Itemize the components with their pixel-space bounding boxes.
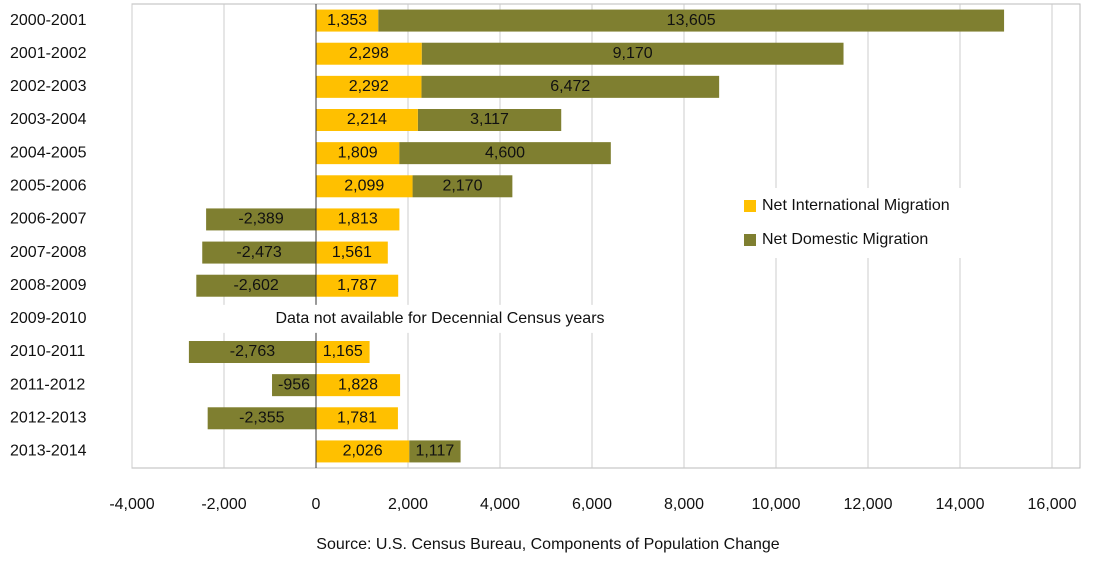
value-label: 3,117: [470, 111, 509, 128]
value-label: 2,292: [349, 78, 389, 95]
bar: [316, 9, 379, 32]
bar: [316, 341, 370, 363]
x-tick-label: 6,000: [572, 496, 612, 513]
bar: [399, 142, 611, 165]
y-tick-label: 2003-2004: [10, 111, 87, 128]
bar: [207, 407, 316, 430]
y-tick-label: 2000-2001: [10, 12, 87, 29]
y-tick-label: 2011-2012: [10, 376, 85, 393]
bar: [316, 407, 398, 430]
x-tick-label: 16,000: [1028, 496, 1077, 513]
bar: [316, 274, 399, 297]
bar: [206, 208, 316, 231]
bar: [409, 440, 461, 463]
value-label: 1,561: [332, 244, 372, 261]
value-label: 1,353: [327, 12, 367, 29]
y-tick-label: 2010-2011: [10, 343, 85, 360]
value-label: 1,787: [337, 277, 377, 294]
bar: [316, 42, 422, 65]
value-label: 2,170: [442, 178, 482, 195]
y-tick-label: 2001-2002: [10, 45, 87, 62]
x-tick-label: 2,000: [388, 496, 428, 513]
value-label: 1,165: [323, 343, 363, 360]
x-tick-label: 10,000: [752, 496, 801, 513]
x-tick-label: -4,000: [109, 496, 154, 513]
value-label: 2,298: [349, 45, 389, 62]
y-tick-label: 2008-2009: [10, 277, 87, 294]
bar: [202, 241, 316, 264]
y-tick-label: 2002-2003: [10, 78, 87, 95]
y-tick-label: 2006-2007: [10, 211, 87, 228]
value-label: -2,602: [233, 277, 278, 294]
bar: [316, 374, 401, 397]
y-tick-label: 2012-2013: [10, 410, 87, 427]
x-tick-label: 12,000: [844, 496, 893, 513]
y-tick-label: 2009-2010: [10, 310, 87, 327]
bar: [316, 241, 388, 264]
legend-swatch: [744, 200, 756, 212]
value-label: -2,355: [239, 410, 284, 427]
bar: [272, 374, 316, 397]
x-tick-label: 0: [312, 496, 321, 513]
bar: [421, 42, 844, 65]
bar: [417, 109, 562, 131]
bar: [421, 75, 720, 98]
bar: [316, 208, 400, 231]
value-label: 4,600: [485, 144, 525, 161]
y-tick-label: 2004-2005: [10, 144, 87, 161]
source: Source: U.S. Census Bureau, Components o…: [316, 536, 779, 553]
bar: [196, 274, 316, 297]
bar: [188, 341, 316, 363]
bar: [378, 9, 1005, 32]
value-label: 2,214: [347, 111, 387, 128]
value-label: 1,828: [338, 376, 378, 393]
legend-bg: [730, 188, 1030, 258]
value-label: 1,781: [337, 410, 377, 427]
x-tick-label: 14,000: [936, 496, 985, 513]
value-label: -956: [278, 376, 310, 393]
bar: [412, 175, 513, 198]
value-label: 6,472: [550, 78, 590, 95]
x-tick-label: 8,000: [664, 496, 704, 513]
y-tick-label: 2005-2006: [10, 178, 87, 195]
value-label: 2,099: [344, 178, 384, 195]
y-tick-label: 2013-2014: [10, 443, 87, 460]
bar: [316, 440, 410, 463]
legend-label: Net International Migration: [762, 197, 950, 214]
bar: [316, 142, 400, 165]
value-label: 2,026: [343, 443, 383, 460]
legend-label: Net Domestic Migration: [762, 231, 928, 248]
value-label: -2,389: [238, 211, 283, 228]
x-tick-label: 4,000: [480, 496, 520, 513]
bar: [316, 175, 413, 198]
bar: [316, 109, 418, 131]
annotation-bg: [205, 304, 675, 333]
value-label: -2,473: [236, 244, 281, 261]
value-label: -2,763: [230, 343, 275, 360]
bar: [316, 75, 422, 98]
value-label: 13,605: [667, 12, 716, 29]
x-tick-label: -2,000: [201, 496, 246, 513]
annotation: Data not available for Decennial Census …: [275, 310, 604, 327]
y-tick-label: 2007-2008: [10, 244, 87, 261]
value-label: 1,813: [338, 211, 378, 228]
value-label: 9,170: [613, 45, 653, 62]
legend-swatch: [744, 234, 756, 246]
value-label: 1,117: [415, 443, 454, 460]
value-label: 1,809: [338, 144, 378, 161]
